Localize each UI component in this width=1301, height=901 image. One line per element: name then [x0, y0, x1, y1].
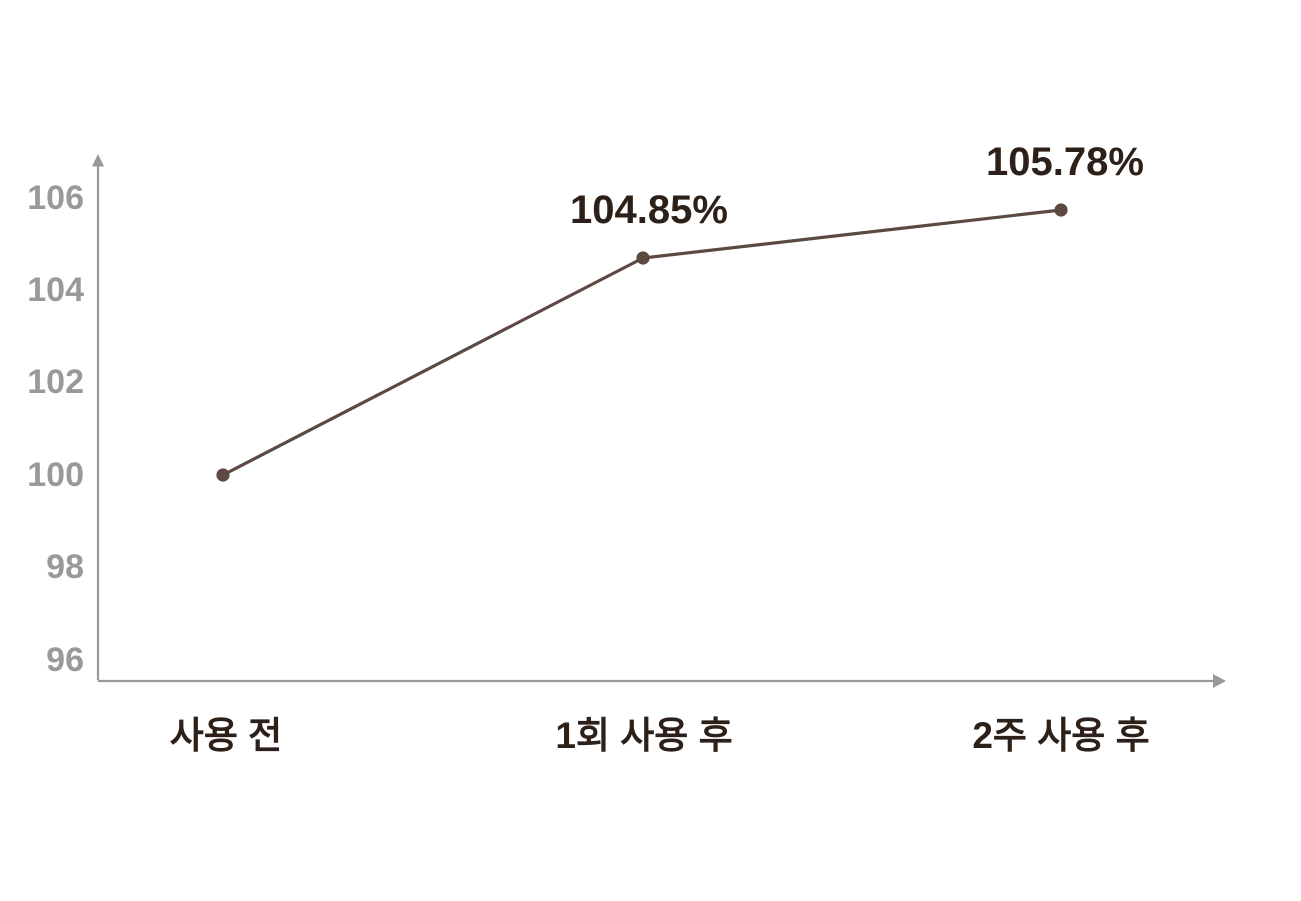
svg-text:사용 전: 사용 전: [170, 715, 282, 756]
svg-text:100: 100: [27, 456, 84, 494]
svg-text:102: 102: [27, 363, 84, 401]
svg-text:96: 96: [46, 641, 84, 679]
svg-text:1회 사용 후: 1회 사용 후: [555, 715, 732, 756]
svg-text:106: 106: [27, 179, 84, 217]
svg-text:104: 104: [27, 271, 84, 309]
svg-text:104.85%: 104.85%: [570, 188, 728, 232]
svg-text:98: 98: [46, 548, 84, 586]
svg-text:2주 사용 후: 2주 사용 후: [972, 715, 1149, 756]
svg-text:105.78%: 105.78%: [986, 140, 1144, 184]
